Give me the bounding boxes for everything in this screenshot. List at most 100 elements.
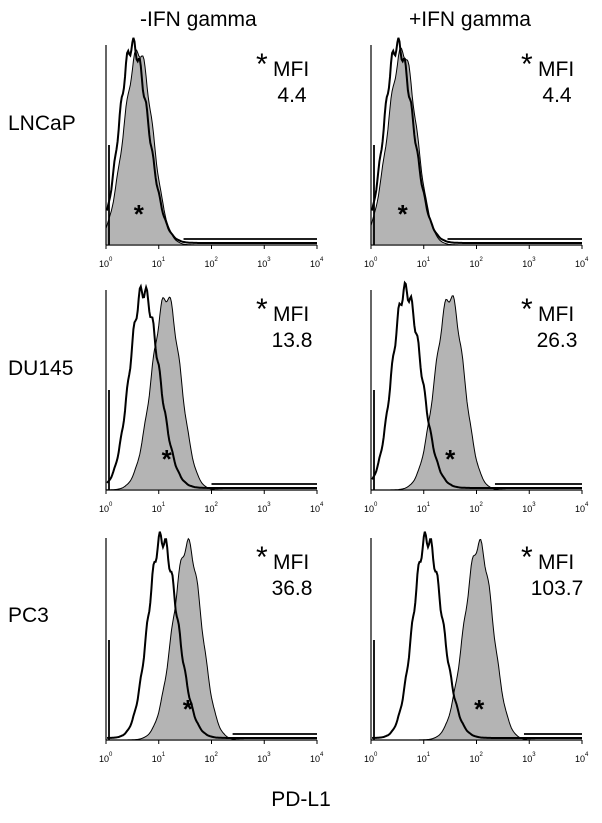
x-tick-label-lncap-plus-ifn-4: 10 bbox=[575, 259, 585, 269]
mfi-value-pc3-minus-ifn: 36.8 bbox=[272, 577, 313, 600]
x-tick-exp-pc3-plus-ifn-4: 4 bbox=[585, 752, 589, 758]
stained-histogram-du145-plus-ifn bbox=[371, 295, 582, 491]
star-marker-lncap-minus-ifn: * bbox=[134, 199, 145, 229]
x-tick-exp-pc3-plus-ifn-3: 3 bbox=[532, 752, 536, 758]
x-tick-label-lncap-minus-ifn-1: 10 bbox=[152, 259, 162, 269]
mfi-star-du145-minus-ifn: * bbox=[256, 293, 268, 326]
x-tick-exp-lncap-minus-ifn-0: 0 bbox=[109, 257, 113, 263]
x-tick-label-lncap-minus-ifn-2: 10 bbox=[205, 259, 215, 269]
x-tick-exp-du145-plus-ifn-1: 1 bbox=[427, 502, 431, 508]
x-tick-label-du145-minus-ifn-4: 10 bbox=[310, 504, 320, 514]
x-tick-label-du145-minus-ifn-2: 10 bbox=[205, 504, 215, 514]
mfi-value-pc3-plus-ifn: 103.7 bbox=[531, 577, 584, 600]
star-marker-pc3-plus-ifn: * bbox=[474, 694, 485, 724]
x-tick-exp-du145-minus-ifn-1: 1 bbox=[162, 502, 166, 508]
x-tick-label-du145-plus-ifn-4: 10 bbox=[575, 504, 585, 514]
x-tick-exp-lncap-plus-ifn-4: 4 bbox=[585, 257, 589, 263]
x-tick-exp-du145-plus-ifn-3: 3 bbox=[532, 502, 536, 508]
x-tick-exp-lncap-plus-ifn-1: 1 bbox=[427, 257, 431, 263]
mfi-value-du145-plus-ifn: 26.3 bbox=[537, 329, 578, 352]
star-marker-lncap-plus-ifn: * bbox=[398, 199, 409, 229]
mfi-value-lncap-plus-ifn: 4.4 bbox=[542, 84, 572, 107]
star-marker-pc3-minus-ifn: * bbox=[183, 694, 194, 724]
x-tick-exp-du145-plus-ifn-4: 4 bbox=[585, 502, 589, 508]
x-tick-exp-lncap-minus-ifn-2: 2 bbox=[215, 257, 219, 263]
mfi-star-lncap-minus-ifn: * bbox=[256, 48, 268, 81]
star-marker-du145-minus-ifn: * bbox=[162, 444, 173, 474]
control-histogram-pc3-minus-ifn bbox=[107, 531, 317, 739]
x-tick-label-du145-plus-ifn-1: 10 bbox=[417, 504, 427, 514]
mfi-star-pc3-minus-ifn: * bbox=[256, 541, 268, 574]
control-histogram-pc3-plus-ifn bbox=[372, 531, 582, 739]
x-tick-exp-du145-minus-ifn-0: 0 bbox=[109, 502, 113, 508]
x-tick-label-du145-plus-ifn-2: 10 bbox=[470, 504, 480, 514]
x-tick-label-pc3-plus-ifn-3: 10 bbox=[522, 754, 532, 764]
mfi-label-du145-plus-ifn: MFI bbox=[538, 303, 574, 326]
x-tick-exp-du145-plus-ifn-2: 2 bbox=[480, 502, 484, 508]
x-tick-exp-pc3-plus-ifn-1: 1 bbox=[427, 752, 431, 758]
x-tick-label-pc3-minus-ifn-0: 10 bbox=[99, 754, 109, 764]
control-histogram-du145-plus-ifn bbox=[371, 280, 582, 489]
x-tick-label-lncap-minus-ifn-4: 10 bbox=[310, 259, 320, 269]
x-tick-label-pc3-plus-ifn-2: 10 bbox=[470, 754, 480, 764]
x-tick-exp-pc3-minus-ifn-1: 1 bbox=[162, 752, 166, 758]
mfi-value-du145-minus-ifn: 13.8 bbox=[272, 329, 313, 352]
control-histogram-lncap-minus-ifn bbox=[106, 37, 317, 244]
mfi-label-pc3-minus-ifn: MFI bbox=[273, 551, 309, 574]
x-tick-label-du145-minus-ifn-3: 10 bbox=[257, 504, 267, 514]
control-histogram-du145-minus-ifn bbox=[106, 283, 317, 489]
mfi-star-lncap-plus-ifn: * bbox=[521, 48, 533, 81]
x-tick-label-lncap-minus-ifn-3: 10 bbox=[257, 259, 267, 269]
row-label-du145: DU145 bbox=[8, 357, 74, 380]
mfi-label-pc3-plus-ifn: MFI bbox=[538, 551, 574, 574]
x-tick-exp-du145-plus-ifn-0: 0 bbox=[374, 502, 378, 508]
stained-histogram-pc3-plus-ifn bbox=[371, 538, 582, 741]
x-tick-exp-du145-minus-ifn-3: 3 bbox=[267, 502, 271, 508]
x-tick-exp-pc3-minus-ifn-4: 4 bbox=[320, 752, 324, 758]
x-tick-exp-lncap-minus-ifn-4: 4 bbox=[320, 257, 324, 263]
mfi-label-du145-minus-ifn: MFI bbox=[273, 303, 309, 326]
mfi-label-lncap-plus-ifn: MFI bbox=[538, 58, 574, 81]
mfi-label-lncap-minus-ifn: MFI bbox=[273, 58, 309, 81]
x-tick-label-lncap-plus-ifn-2: 10 bbox=[470, 259, 480, 269]
column-title-minus-ifn: -IFN gamma bbox=[140, 8, 257, 31]
mfi-value-lncap-minus-ifn: 4.4 bbox=[277, 84, 307, 107]
x-tick-label-du145-plus-ifn-0: 10 bbox=[364, 504, 374, 514]
x-tick-label-lncap-minus-ifn-0: 10 bbox=[99, 259, 109, 269]
x-tick-label-pc3-minus-ifn-4: 10 bbox=[310, 754, 320, 764]
x-tick-exp-pc3-plus-ifn-2: 2 bbox=[480, 752, 484, 758]
x-tick-label-lncap-plus-ifn-0: 10 bbox=[364, 259, 374, 269]
x-tick-exp-pc3-plus-ifn-0: 0 bbox=[374, 752, 378, 758]
x-tick-label-pc3-plus-ifn-4: 10 bbox=[575, 754, 585, 764]
x-tick-exp-pc3-minus-ifn-2: 2 bbox=[215, 752, 219, 758]
x-tick-label-du145-minus-ifn-0: 10 bbox=[99, 504, 109, 514]
x-tick-exp-lncap-plus-ifn-2: 2 bbox=[480, 257, 484, 263]
row-label-pc3: PC3 bbox=[8, 604, 49, 627]
x-tick-exp-pc3-minus-ifn-3: 3 bbox=[267, 752, 271, 758]
x-axis-title: PD-L1 bbox=[271, 788, 331, 811]
mfi-star-du145-plus-ifn: * bbox=[521, 293, 533, 326]
x-tick-label-pc3-minus-ifn-1: 10 bbox=[152, 754, 162, 764]
x-tick-exp-pc3-minus-ifn-0: 0 bbox=[109, 752, 113, 758]
column-title-plus-ifn: +IFN gamma bbox=[409, 8, 531, 31]
x-tick-label-lncap-plus-ifn-3: 10 bbox=[522, 259, 532, 269]
x-tick-exp-du145-minus-ifn-2: 2 bbox=[215, 502, 219, 508]
x-tick-exp-du145-minus-ifn-4: 4 bbox=[320, 502, 324, 508]
x-tick-label-pc3-minus-ifn-3: 10 bbox=[257, 754, 267, 764]
control-histogram-lncap-plus-ifn bbox=[371, 37, 582, 244]
x-tick-exp-lncap-plus-ifn-3: 3 bbox=[532, 257, 536, 263]
x-tick-label-pc3-plus-ifn-1: 10 bbox=[417, 754, 427, 764]
mfi-star-pc3-plus-ifn: * bbox=[521, 541, 533, 574]
x-tick-label-pc3-plus-ifn-0: 10 bbox=[364, 754, 374, 764]
x-tick-label-lncap-plus-ifn-1: 10 bbox=[417, 259, 427, 269]
x-tick-label-pc3-minus-ifn-2: 10 bbox=[205, 754, 215, 764]
stained-histogram-du145-minus-ifn bbox=[105, 296, 317, 491]
x-tick-exp-lncap-plus-ifn-0: 0 bbox=[374, 257, 378, 263]
row-label-lncap: LNCaP bbox=[8, 112, 76, 135]
stained-histogram-pc3-minus-ifn bbox=[106, 537, 317, 741]
star-marker-du145-plus-ifn: * bbox=[445, 444, 456, 474]
x-tick-label-du145-plus-ifn-3: 10 bbox=[522, 504, 532, 514]
x-tick-exp-lncap-minus-ifn-1: 1 bbox=[162, 257, 166, 263]
x-tick-label-du145-minus-ifn-1: 10 bbox=[152, 504, 162, 514]
